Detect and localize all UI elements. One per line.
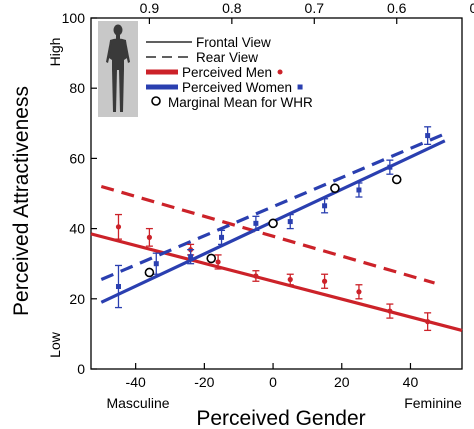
x-anchor-feminine: Feminine	[404, 395, 462, 411]
marginal-mean-point	[391, 174, 402, 185]
x-tick-label: 20	[334, 374, 350, 390]
legend-label: Frontal View	[196, 35, 271, 50]
women-point	[387, 164, 393, 170]
women-rear-line	[100, 132, 446, 281]
marginal-mean-point	[144, 267, 155, 278]
women-point	[253, 220, 259, 226]
marginal-mean-point	[206, 253, 217, 264]
women-point	[425, 133, 431, 139]
body-silhouette-inset	[98, 21, 138, 117]
y-tick-label: 80	[69, 80, 85, 96]
x-tick-label: 0	[269, 374, 277, 390]
top-tick-label: 0.6	[387, 0, 407, 16]
women-point	[219, 234, 225, 240]
women-point	[356, 187, 362, 193]
y-tick-label: 100	[62, 10, 86, 26]
top-tick-label: 0.9	[140, 0, 160, 16]
men-point	[387, 308, 393, 314]
women-point	[322, 203, 328, 209]
x-anchor-masculine: Masculine	[106, 395, 169, 411]
marginal-mean-point	[268, 218, 278, 229]
x-tick-label: -20	[194, 374, 214, 390]
y-tick-label: 60	[69, 150, 85, 166]
human-silhouette-icon	[106, 24, 130, 112]
men-point	[321, 278, 328, 284]
y-anchor-high: High	[47, 38, 63, 67]
legend-marker	[277, 69, 283, 75]
men-point	[253, 273, 259, 279]
men-point	[425, 319, 431, 325]
y-anchor-low: Low	[47, 331, 63, 358]
top-tick-label: 0.8	[222, 0, 242, 16]
top-tick-label: 0.5	[469, 0, 474, 16]
top-tick-label: 0.7	[305, 0, 325, 16]
y-tick-label: 0	[77, 361, 85, 377]
marginal-mean-point	[330, 183, 340, 194]
men-point	[356, 289, 362, 295]
legend-label: Rear View	[196, 50, 258, 65]
legend-marker	[297, 84, 303, 90]
data-points	[114, 126, 432, 332]
men-frontal-line	[90, 232, 463, 332]
men-point	[146, 234, 152, 240]
men-rear-line	[100, 184, 435, 285]
men-point	[215, 259, 221, 265]
women-point	[287, 219, 293, 225]
y-axis-label: Perceived Attractiveness	[10, 86, 33, 316]
axis-ticks: 0 20 40 60 80 100 -40 -20 0 20 40 0.9 0.8 0.7 0.6 0.5	[62, 0, 474, 390]
women-point	[188, 254, 194, 260]
men-point	[115, 224, 122, 230]
y-tick-label: 20	[69, 291, 85, 307]
women-point	[153, 261, 159, 267]
x-tick-label: -40	[126, 374, 146, 390]
women-point	[115, 284, 121, 290]
plot-frame	[90, 17, 463, 370]
men-point	[287, 276, 293, 283]
y-tick-label: 40	[69, 221, 85, 237]
regression-lines	[90, 132, 463, 332]
x-axis-label: Perceived Gender	[196, 407, 365, 429]
x-tick-label: 40	[403, 374, 419, 390]
legend-label: Perceived Men	[182, 65, 272, 80]
legend-label: Marginal Mean for WHR	[168, 95, 313, 110]
legend-swatch	[151, 96, 161, 106]
legend-label: Perceived Women	[182, 80, 292, 95]
